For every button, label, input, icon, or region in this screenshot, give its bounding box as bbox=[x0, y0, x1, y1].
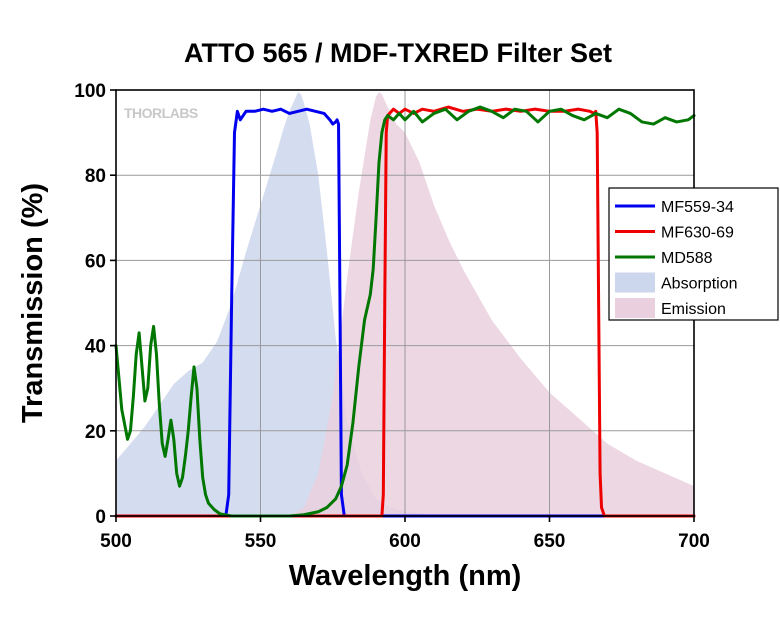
y-axis-label: Transmission (%) bbox=[17, 183, 49, 423]
y-tick-label: 40 bbox=[85, 337, 106, 358]
chart-title: ATTO 565 / MDF-TXRED Filter Set bbox=[184, 38, 612, 68]
legend-box bbox=[608, 187, 779, 321]
tick-layer: 500 550 600 650 700 0 20 40 60 80 100 bbox=[74, 81, 710, 552]
y-tick-label: 60 bbox=[85, 251, 106, 272]
x-tick-label: 600 bbox=[389, 531, 421, 552]
x-tick-label: 650 bbox=[534, 531, 566, 552]
legend-label-md588: MD588 bbox=[661, 250, 713, 267]
x-tick-label: 550 bbox=[245, 531, 277, 552]
x-tick-label: 500 bbox=[100, 531, 132, 552]
x-tick-label: 700 bbox=[678, 531, 710, 552]
legend-label-absorption: Absorption bbox=[661, 276, 738, 293]
legend-swatch-emission bbox=[615, 298, 655, 318]
legend-swatch-absorption bbox=[615, 272, 655, 293]
y-tick-label: 80 bbox=[85, 166, 106, 187]
y-tick-label: 0 bbox=[95, 507, 106, 528]
series-line-mf559-34 bbox=[114, 107, 696, 518]
x-axis-label: Wavelength (nm) bbox=[289, 560, 522, 592]
legend: MF559-34 MF630-69 MD588 Absorption Emission bbox=[608, 187, 779, 321]
y-tick-label: 20 bbox=[85, 422, 106, 443]
y-tick-label: 100 bbox=[74, 81, 106, 102]
legend-label-mf559-34: MF559-34 bbox=[661, 199, 734, 216]
series-line-md588 bbox=[114, 105, 696, 518]
legend-label-emission: Emission bbox=[661, 301, 726, 318]
line-layer bbox=[114, 105, 696, 518]
watermark-text: THORLABS bbox=[124, 105, 198, 121]
legend-label-mf630-69: MF630-69 bbox=[661, 225, 734, 242]
